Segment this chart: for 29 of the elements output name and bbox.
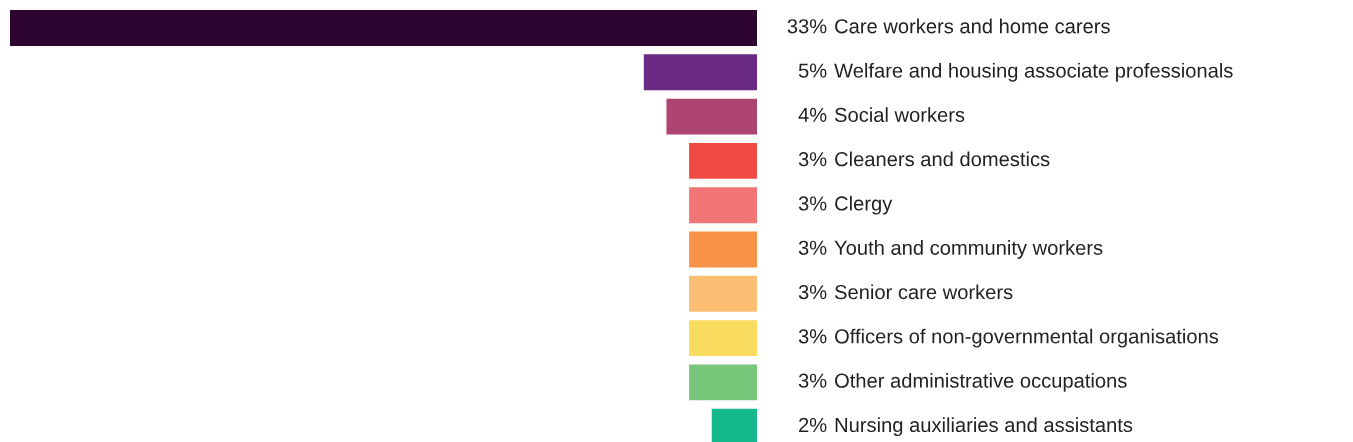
bar xyxy=(689,142,757,179)
y-tick-label: Officers of non-governmental organisations xyxy=(835,328,1219,348)
bar xyxy=(10,10,757,46)
data-label: 3% xyxy=(798,373,827,388)
y-tick-label: Social workers xyxy=(835,107,965,123)
y-tick-label: Senior care workers xyxy=(835,284,1013,300)
bar xyxy=(643,54,757,91)
data-label: 3% xyxy=(798,152,827,167)
data-label: 33% xyxy=(787,19,827,34)
data-label: 3% xyxy=(798,329,827,344)
y-tick-label: Youth and community workers xyxy=(834,240,1103,259)
data-label: 3% xyxy=(798,240,827,255)
bar xyxy=(689,275,757,312)
bar xyxy=(689,231,757,268)
bar xyxy=(689,364,757,401)
y-tick-label: Welfare and housing associate professionals xyxy=(834,62,1233,82)
bar xyxy=(689,187,757,224)
data-label: 5% xyxy=(798,63,827,78)
y-tick-label: Cleaners and domestics xyxy=(835,151,1050,167)
y-tick-label: Nursing auxiliaries and assistants xyxy=(835,417,1133,437)
data-label: 2% xyxy=(799,417,827,433)
bar xyxy=(689,320,757,357)
data-label: 3% xyxy=(798,284,827,300)
bar xyxy=(666,98,757,135)
data-label: 3% xyxy=(798,196,827,211)
y-tick-label: Clergy xyxy=(835,195,893,215)
data-label: 4% xyxy=(798,107,827,122)
y-tick-label: Care workers and home carers xyxy=(835,18,1110,34)
y-tick-label: Other administrative occupations xyxy=(835,373,1127,392)
